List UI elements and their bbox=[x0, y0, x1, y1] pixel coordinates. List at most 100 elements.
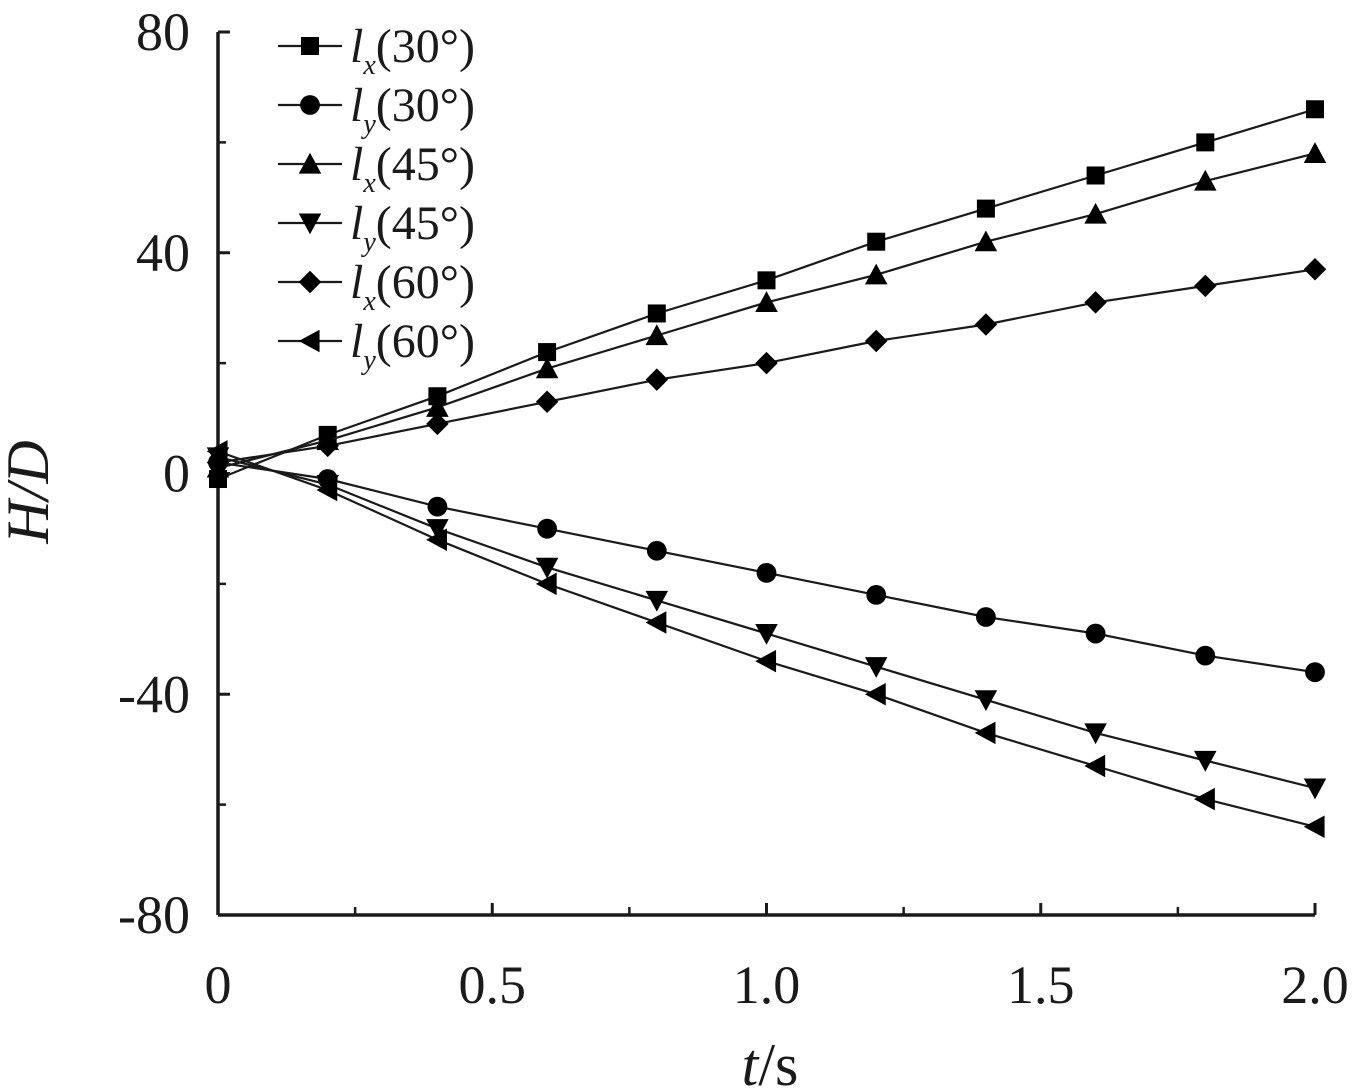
data-point-square bbox=[976, 199, 995, 218]
data-point-triangle-up bbox=[1084, 202, 1107, 224]
y-tick-label: -80 bbox=[118, 885, 190, 945]
legend-angle: (45°) bbox=[376, 138, 475, 191]
legend-item: lx(30°) bbox=[278, 20, 475, 81]
data-point-triangle-up bbox=[1194, 169, 1217, 191]
data-point-triangle-left bbox=[316, 478, 338, 502]
legend-angle: (45°) bbox=[376, 197, 475, 250]
data-point-triangle-left bbox=[535, 572, 557, 596]
data-point-triangle-up bbox=[535, 357, 559, 379]
legend-item: ly(60°) bbox=[278, 315, 475, 376]
data-point-square bbox=[757, 271, 776, 290]
legend-subscript: y bbox=[360, 109, 376, 140]
legend-label: lx(45°) bbox=[350, 138, 475, 199]
legend-marker-square bbox=[301, 37, 319, 55]
legend-var: l bbox=[350, 256, 363, 309]
data-point-triangle-left bbox=[426, 528, 447, 551]
data-point-diamond bbox=[1194, 274, 1217, 298]
legend-angle: (30°) bbox=[376, 20, 475, 73]
series-5 bbox=[206, 258, 1327, 474]
series-2 bbox=[208, 452, 1325, 683]
legend-angle: (60°) bbox=[376, 315, 475, 368]
legend-marker-triangle-up bbox=[298, 152, 322, 174]
legend-marker-triangle-down bbox=[298, 213, 322, 235]
data-point-diamond bbox=[755, 351, 778, 375]
data-point-triangle-left bbox=[206, 440, 228, 463]
legend-var: l bbox=[350, 79, 363, 132]
data-point-triangle-up bbox=[864, 263, 888, 285]
data-point-diamond bbox=[426, 412, 449, 436]
data-point-triangle-down bbox=[645, 590, 669, 612]
data-point-circle bbox=[537, 518, 557, 539]
series-line bbox=[217, 455, 1316, 790]
y-axis-title: H/D bbox=[0, 440, 61, 544]
data-point-circle bbox=[976, 607, 996, 627]
data-point-triangle-down bbox=[535, 557, 559, 579]
data-point-diamond bbox=[645, 368, 669, 391]
legend-var: l bbox=[350, 197, 363, 250]
legend-subscript: y bbox=[360, 227, 376, 258]
data-point-circle bbox=[427, 496, 448, 517]
data-point-circle bbox=[1305, 662, 1325, 683]
legend-marker-diamond bbox=[298, 270, 322, 294]
data-point-triangle-down bbox=[426, 519, 449, 540]
legend-label: ly(30°) bbox=[350, 79, 475, 140]
legend-label: lx(60°) bbox=[350, 256, 475, 317]
x-tick-label: 2.0 bbox=[1281, 955, 1349, 1015]
legend-item: ly(45°) bbox=[278, 197, 475, 258]
data-point-triangle-left bbox=[864, 683, 886, 706]
data-point-triangle-up bbox=[426, 396, 449, 417]
data-point-triangle-down bbox=[1194, 750, 1217, 772]
data-point-diamond bbox=[535, 390, 559, 414]
series-6 bbox=[206, 440, 1325, 838]
data-point-circle bbox=[1195, 645, 1216, 666]
legend-label: lx(30°) bbox=[350, 20, 475, 81]
data-point-triangle-left bbox=[1303, 815, 1325, 838]
legend-label: ly(60°) bbox=[350, 315, 475, 376]
data-point-diamond bbox=[316, 434, 339, 458]
data-point-square bbox=[538, 343, 557, 362]
legend-var: l bbox=[350, 315, 363, 368]
data-point-triangle-up bbox=[974, 230, 998, 252]
legend: lx(30°)ly(30°)lx(45°)ly(45°)lx(60°)ly(60… bbox=[278, 20, 475, 376]
x-axis-title-unit: /s bbox=[758, 1032, 798, 1089]
legend-item: lx(60°) bbox=[278, 256, 475, 317]
x-tick-label: 1.5 bbox=[1007, 955, 1075, 1015]
data-point-triangle-left bbox=[1084, 754, 1106, 778]
y-tick-label: 0 bbox=[163, 444, 190, 504]
data-point-square bbox=[647, 304, 666, 323]
x-tick-label: 0.5 bbox=[459, 955, 527, 1015]
legend-subscript: x bbox=[362, 168, 376, 199]
data-point-square bbox=[867, 232, 886, 251]
x-tick-label: 1.0 bbox=[733, 955, 801, 1015]
data-point-diamond bbox=[1303, 258, 1327, 281]
data-point-square bbox=[1086, 166, 1105, 185]
y-tick-label: -40 bbox=[118, 664, 190, 724]
data-point-triangle-down bbox=[755, 623, 778, 645]
y-tick-label: 40 bbox=[136, 223, 190, 283]
legend-var: l bbox=[350, 20, 363, 73]
series-4 bbox=[206, 447, 1327, 800]
data-point-triangle-left bbox=[974, 721, 996, 745]
data-point-triangle-down bbox=[974, 690, 998, 712]
data-point-triangle-up bbox=[755, 291, 778, 312]
data-point-circle bbox=[1085, 623, 1106, 644]
data-point-circle bbox=[756, 562, 777, 583]
legend-var: l bbox=[350, 138, 363, 191]
data-point-circle bbox=[866, 585, 887, 605]
legend-marker-triangle-left bbox=[298, 329, 320, 353]
legend-item: lx(45°) bbox=[278, 138, 475, 199]
series-1 bbox=[209, 100, 1324, 489]
data-point-triangle-down bbox=[864, 657, 888, 678]
legend-angle: (60°) bbox=[376, 256, 475, 309]
data-point-triangle-left bbox=[645, 611, 667, 634]
data-point-circle bbox=[646, 540, 667, 561]
legend-subscript: y bbox=[360, 345, 376, 376]
x-axis-title-var: t bbox=[742, 1032, 760, 1089]
series-layer bbox=[206, 100, 1327, 838]
data-point-triangle-left bbox=[1194, 787, 1215, 811]
legend-marker-circle bbox=[300, 95, 320, 115]
data-point-diamond bbox=[974, 313, 998, 336]
data-point-triangle-up bbox=[645, 324, 669, 346]
